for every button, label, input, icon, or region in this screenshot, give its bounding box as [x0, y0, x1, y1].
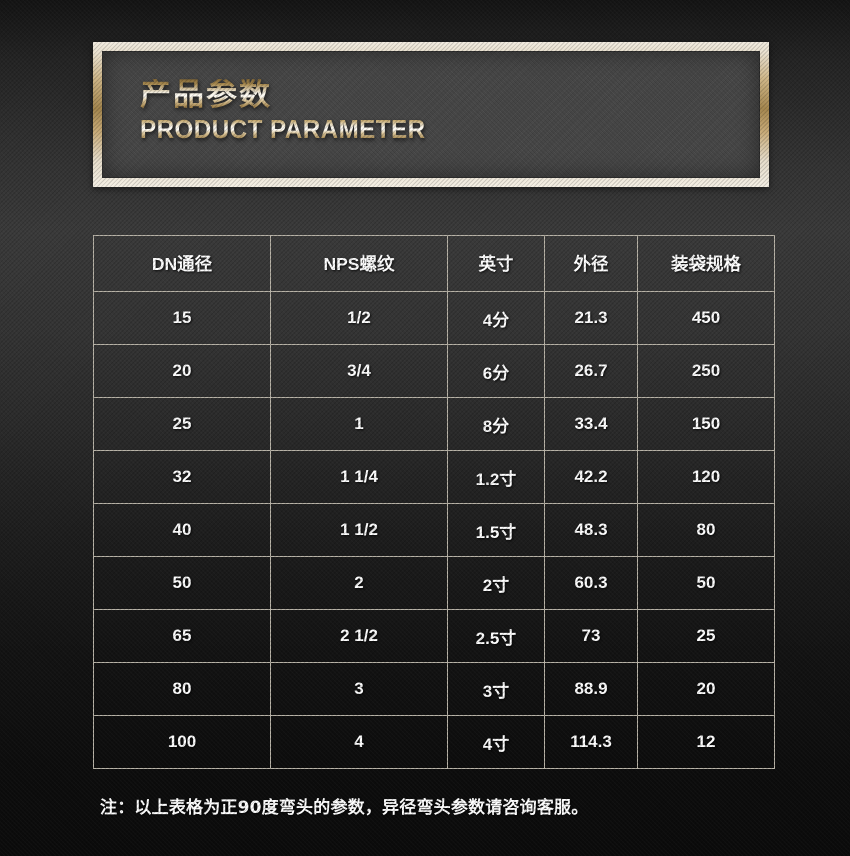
cell-bag: 25 [637, 609, 775, 663]
col-header-bag: 装袋规格 [637, 235, 775, 292]
cell-od: 42.2 [544, 450, 638, 504]
cell-nps: 1 [270, 397, 448, 451]
cell-od: 26.7 [544, 344, 638, 398]
table-row: 20 3/4 6分 26.7 250 [93, 344, 775, 398]
cell-inch: 3寸 [447, 662, 545, 716]
banner-inner-panel: 产品参数 PRODUCT PARAMETER [102, 51, 760, 178]
col-header-nps: NPS螺纹 [270, 235, 448, 292]
product-parameter-banner: 产品参数 PRODUCT PARAMETER [93, 42, 769, 187]
cell-od: 88.9 [544, 662, 638, 716]
cell-dn: 25 [93, 397, 271, 451]
banner-title-group: 产品参数 PRODUCT PARAMETER [140, 79, 447, 143]
col-header-inch: 英寸 [447, 235, 545, 292]
cell-bag: 50 [637, 556, 775, 610]
cell-bag: 150 [637, 397, 775, 451]
table-footnote: 注：以上表格为正90度弯头的参数，异径弯头参数请咨询客服。 [100, 798, 589, 818]
cell-inch: 1.5寸 [447, 503, 545, 557]
cell-inch: 8分 [447, 397, 545, 451]
cell-nps: 1 1/2 [270, 503, 448, 557]
cell-dn: 65 [93, 609, 271, 663]
cell-inch: 1.2寸 [447, 450, 545, 504]
spec-table-container: DN通径 NPS螺纹 英寸 外径 装袋规格 15 1/2 4分 21.3 450… [93, 235, 775, 769]
cell-dn: 20 [93, 344, 271, 398]
cell-nps: 4 [270, 715, 448, 769]
cell-inch: 6分 [447, 344, 545, 398]
cell-dn: 40 [93, 503, 271, 557]
cell-nps: 2 1/2 [270, 609, 448, 663]
cell-dn: 32 [93, 450, 271, 504]
table-row: 15 1/2 4分 21.3 450 [93, 291, 775, 345]
table-body: 15 1/2 4分 21.3 450 20 3/4 6分 26.7 250 25… [93, 291, 775, 769]
cell-bag: 80 [637, 503, 775, 557]
table-row: 25 1 8分 33.4 150 [93, 397, 775, 451]
col-header-dn: DN通径 [93, 235, 271, 292]
col-header-od: 外径 [544, 235, 638, 292]
cell-dn: 100 [93, 715, 271, 769]
cell-dn: 15 [93, 291, 271, 345]
table-row: 50 2 2寸 60.3 50 [93, 556, 775, 610]
cell-dn: 50 [93, 556, 271, 610]
cell-od: 60.3 [544, 556, 638, 610]
table-row: 65 2 1/2 2.5寸 73 25 [93, 609, 775, 663]
table-header-row: DN通径 NPS螺纹 英寸 外径 装袋规格 [93, 235, 775, 292]
cell-od: 114.3 [544, 715, 638, 769]
cell-od: 21.3 [544, 291, 638, 345]
cell-inch: 2.5寸 [447, 609, 545, 663]
cell-nps: 2 [270, 556, 448, 610]
cell-nps: 3 [270, 662, 448, 716]
cell-nps: 1/2 [270, 291, 448, 345]
table-row: 32 1 1/4 1.2寸 42.2 120 [93, 450, 775, 504]
table-header: DN通径 NPS螺纹 英寸 外径 装袋规格 [93, 235, 775, 292]
cell-bag: 450 [637, 291, 775, 345]
cell-bag: 12 [637, 715, 775, 769]
cell-dn: 80 [93, 662, 271, 716]
banner-title-english: PRODUCT PARAMETER [140, 113, 426, 144]
specification-table: DN通径 NPS螺纹 英寸 外径 装袋规格 15 1/2 4分 21.3 450… [93, 235, 775, 769]
cell-od: 33.4 [544, 397, 638, 451]
cell-bag: 120 [637, 450, 775, 504]
cell-bag: 250 [637, 344, 775, 398]
cell-od: 73 [544, 609, 638, 663]
cell-inch: 2寸 [447, 556, 545, 610]
cell-od: 48.3 [544, 503, 638, 557]
table-row: 80 3 3寸 88.9 20 [93, 662, 775, 716]
banner-title-chinese: 产品参数 [140, 79, 447, 112]
cell-nps: 3/4 [270, 344, 448, 398]
cell-nps: 1 1/4 [270, 450, 448, 504]
cell-inch: 4分 [447, 291, 545, 345]
table-row: 40 1 1/2 1.5寸 48.3 80 [93, 503, 775, 557]
cell-inch: 4寸 [447, 715, 545, 769]
table-row: 100 4 4寸 114.3 12 [93, 715, 775, 769]
cell-bag: 20 [637, 662, 775, 716]
